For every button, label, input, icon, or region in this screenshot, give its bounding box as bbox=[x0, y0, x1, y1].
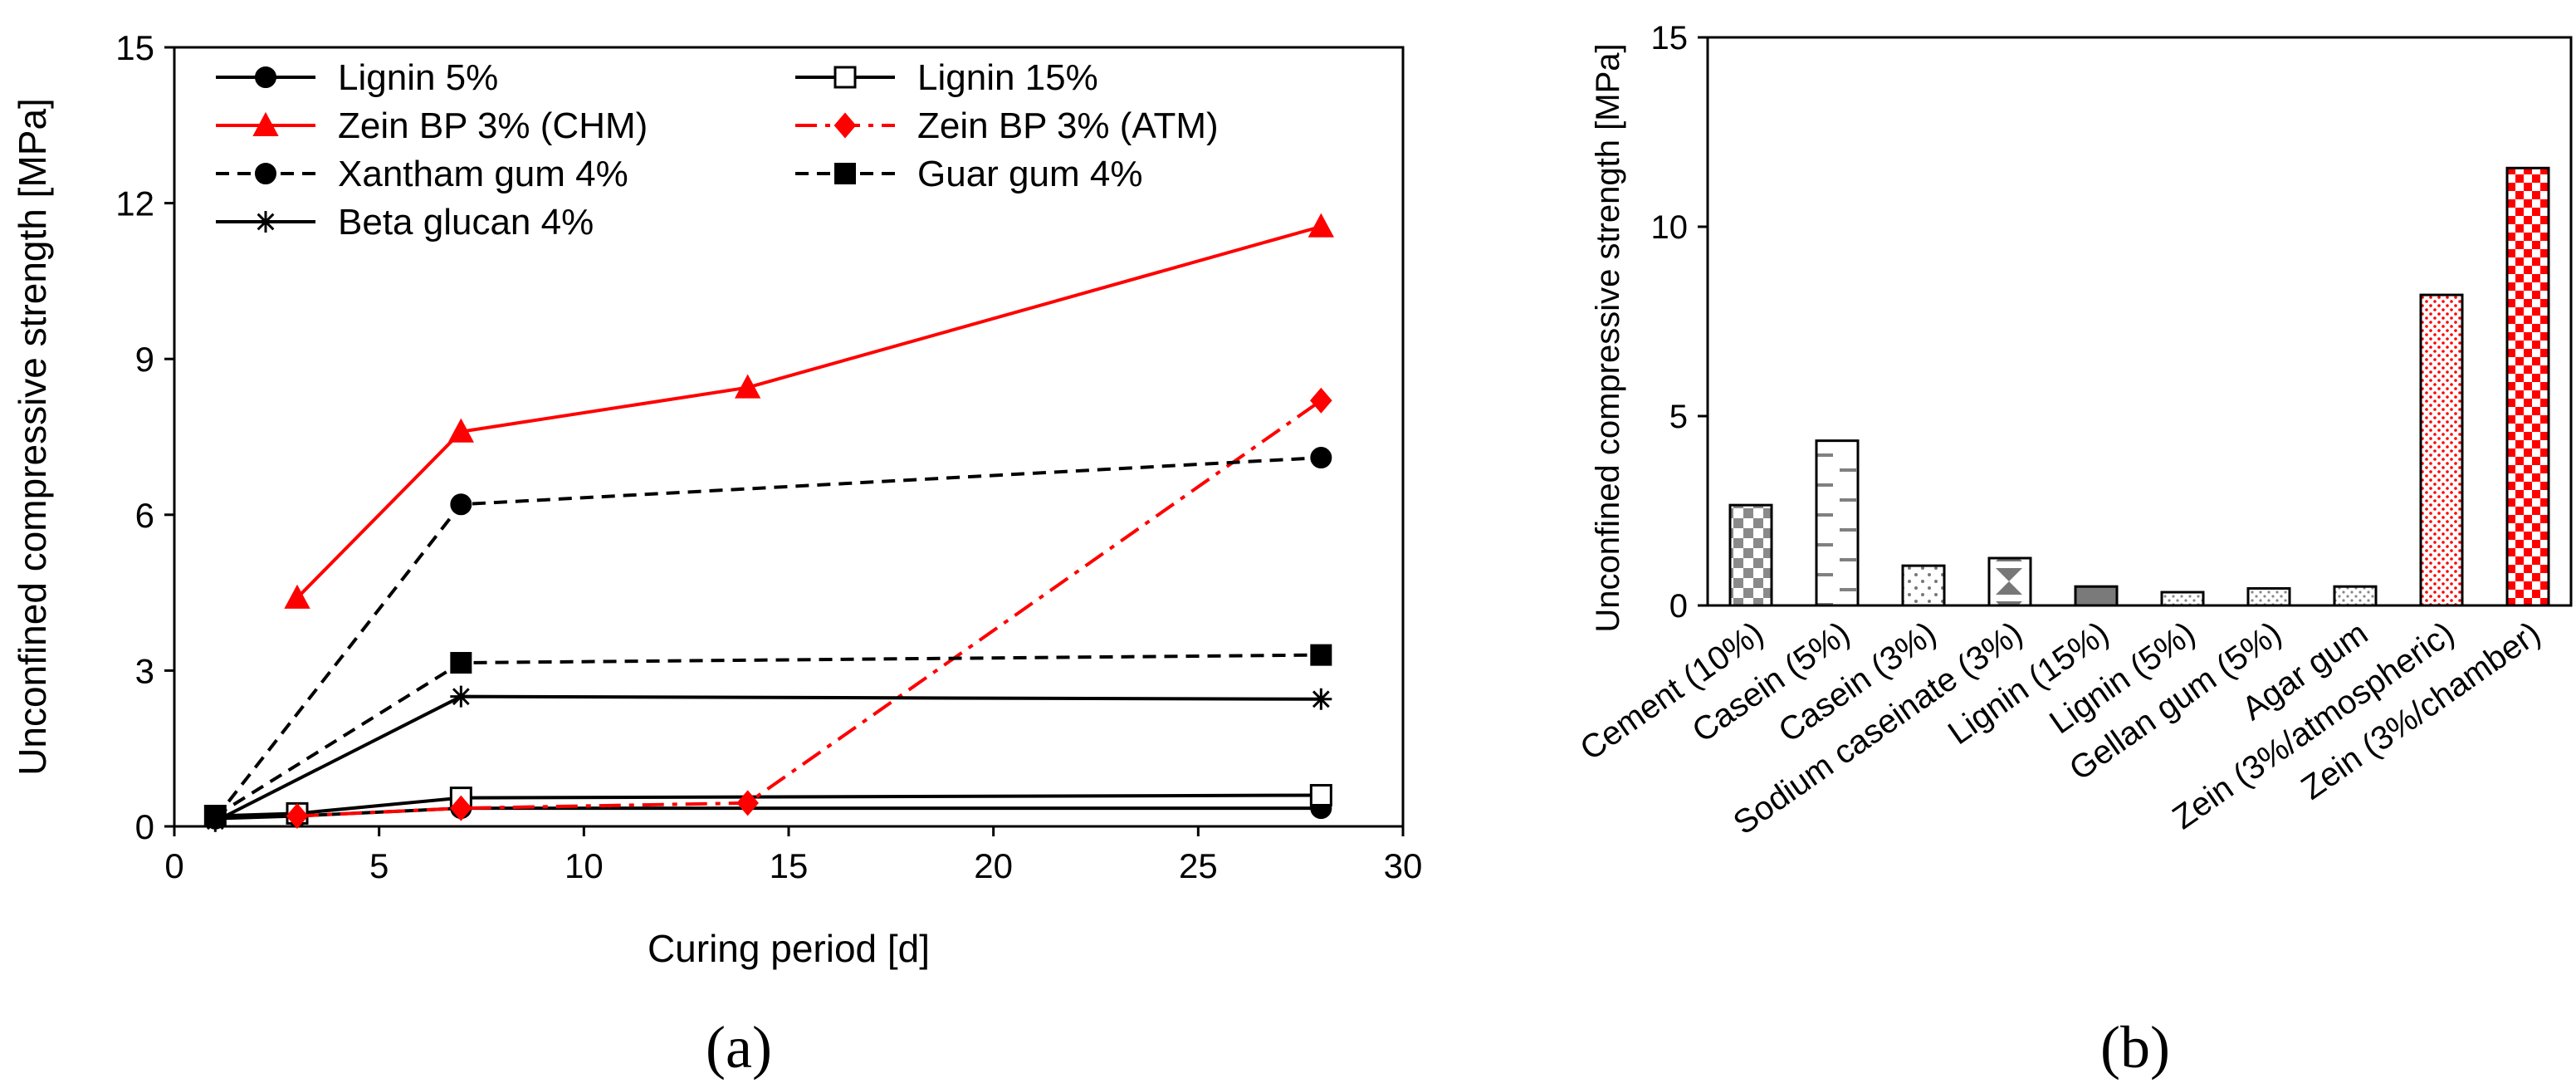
bar bbox=[2505, 166, 2550, 607]
y-tick-label: 5 bbox=[1669, 399, 1688, 435]
x-tick-label: 0 bbox=[164, 846, 183, 885]
panel-label-b: (b) bbox=[2100, 1014, 2170, 1081]
bar bbox=[2419, 293, 2464, 607]
data-point bbox=[1310, 688, 1332, 710]
y-tick-label: 9 bbox=[135, 340, 154, 379]
series-xantham-gum-4- bbox=[204, 447, 1332, 830]
legend-marker bbox=[833, 112, 857, 139]
series-line bbox=[214, 694, 1322, 823]
x-tick-label: 5 bbox=[369, 846, 389, 885]
panel-label-a: (a) bbox=[706, 1014, 772, 1081]
data-point bbox=[450, 493, 472, 516]
data-point bbox=[286, 802, 309, 830]
data-point bbox=[204, 810, 227, 832]
legend-item: Lignin 5% bbox=[216, 57, 498, 98]
legend-item: Lignin 15% bbox=[795, 57, 1098, 98]
series-zein-bp-3-atm- bbox=[286, 387, 1332, 830]
data-point bbox=[736, 790, 759, 816]
legend-a: Lignin 5% Lignin 15% Zein BP 3% (CHM) Zein … bbox=[216, 57, 1219, 243]
data-point bbox=[450, 795, 472, 821]
x-axis-label: Curing period [d] bbox=[648, 927, 930, 970]
data-point bbox=[1310, 644, 1332, 666]
data-point bbox=[450, 685, 472, 708]
legend-marker bbox=[252, 111, 279, 136]
series-line bbox=[215, 806, 1322, 821]
series-beta-glucan-4- bbox=[204, 685, 1332, 832]
legend-label: Xantham gum 4% bbox=[338, 154, 628, 194]
data-point bbox=[734, 374, 761, 399]
y-tick-label: 12 bbox=[115, 184, 154, 223]
bar bbox=[2074, 585, 2119, 607]
series-guar-gum-4- bbox=[204, 644, 1332, 827]
y-axis-label: Unconfined compressive strength [MPa] bbox=[1590, 43, 1626, 632]
data-point bbox=[447, 418, 475, 443]
legend-marker bbox=[833, 66, 857, 89]
x-tick-label: 30 bbox=[1384, 846, 1423, 885]
bar bbox=[2333, 585, 2378, 607]
legend-label: Lignin 15% bbox=[917, 57, 1098, 98]
legend-marker bbox=[255, 211, 276, 233]
legend-item: Xantham gum 4% bbox=[216, 154, 628, 194]
y-axis-label: Unconfined compressive strength [MPa] bbox=[11, 98, 54, 776]
y-tick-label: 6 bbox=[135, 496, 154, 535]
chart-a: 0 5 10 15 20 25 30 0 3 6 9 12 15 Curing period [d] Unc… bbox=[11, 28, 1422, 1081]
bar bbox=[1728, 503, 1773, 607]
chart-b: 0 5 10 15 Unconfined compressive strength [M… bbox=[1574, 20, 2573, 1081]
bar bbox=[2160, 591, 2205, 607]
bar bbox=[1901, 564, 1946, 607]
data-point bbox=[1309, 783, 1332, 806]
data-point bbox=[284, 584, 310, 609]
bar bbox=[2246, 586, 2291, 607]
legend-label: Zein BP 3% (ATM) bbox=[917, 105, 1219, 146]
data-point bbox=[1310, 387, 1332, 414]
plot-area-b bbox=[1706, 36, 2573, 607]
legend-marker bbox=[255, 163, 276, 184]
x-tick-label: 15 bbox=[770, 846, 809, 885]
legend-label: Zein BP 3% (CHM) bbox=[338, 105, 648, 146]
bar bbox=[1815, 439, 1860, 607]
legend-marker bbox=[255, 66, 276, 88]
legend-item: Zein BP 3% (ATM) bbox=[795, 105, 1219, 146]
y-tick-label: 10 bbox=[1651, 209, 1689, 246]
series-line bbox=[296, 224, 1322, 600]
y-tick-label: 15 bbox=[115, 28, 154, 67]
data-point bbox=[1310, 447, 1332, 469]
data-point bbox=[450, 652, 472, 674]
legend-label: Lignin 5% bbox=[338, 57, 498, 98]
y-tick-label: 3 bbox=[135, 651, 154, 690]
legend-label: Beta glucan 4% bbox=[338, 202, 594, 243]
y-tick-label: 0 bbox=[1669, 588, 1688, 625]
legend-item: Guar gum 4% bbox=[795, 154, 1142, 194]
y-tick-label: 15 bbox=[1651, 20, 1689, 56]
x-tick-label: 20 bbox=[974, 846, 1013, 885]
series-line bbox=[215, 793, 1322, 818]
bar bbox=[1987, 556, 2032, 607]
legend-item: Beta glucan 4% bbox=[216, 202, 594, 243]
legend-label: Guar gum 4% bbox=[917, 154, 1142, 194]
data-point bbox=[1308, 213, 1335, 238]
y-tick-label: 0 bbox=[135, 807, 154, 846]
x-tick-label: 10 bbox=[565, 846, 604, 885]
legend-item: Zein BP 3% (CHM) bbox=[216, 105, 648, 146]
series-lignin-15- bbox=[203, 783, 1332, 827]
series-line bbox=[296, 399, 1322, 818]
series-zein-bp-3-chm- bbox=[284, 213, 1335, 609]
legend-marker bbox=[834, 163, 856, 184]
x-tick-label: 25 bbox=[1179, 846, 1218, 885]
